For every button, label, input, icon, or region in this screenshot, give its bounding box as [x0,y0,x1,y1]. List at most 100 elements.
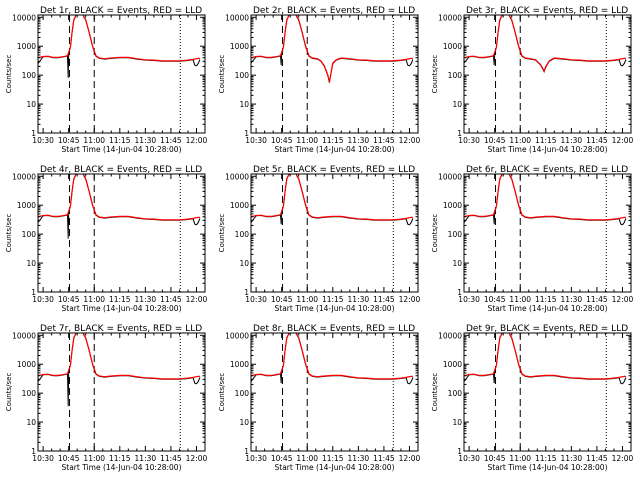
y-tick-label: 100 [235,71,250,80]
x-tick-label: 12:00 [612,295,634,304]
x-tick-label: 10:30 [458,454,480,463]
y-tick-label: 1 [244,447,249,456]
events-series-line [38,333,201,407]
x-tick-label: 10:30 [458,136,480,145]
y-tick-label: 10000 [12,172,36,181]
x-tick-label: 10:30 [458,295,480,304]
x-tick-label: 11:00 [296,295,318,304]
y-axis-label: Counts/sec [5,55,13,94]
y-tick-label: 100 [448,230,463,239]
y-axis-label: Counts/sec [218,373,226,412]
x-tick-label: 11:15 [535,136,557,145]
x-tick-label: 10:45 [484,136,506,145]
y-tick-label: 100 [22,389,37,398]
y-axis-label: Counts/sec [218,55,226,94]
lld-series-line [464,174,626,221]
axes-frame [463,332,632,452]
y-tick-label: 1 [31,288,36,297]
panel-title: Det 3r, BLACK = Events, RED = LLD [466,6,628,16]
x-tick-label: 10:45 [271,295,293,304]
y-tick-label: 100 [22,230,37,239]
x-tick-label: 11:30 [348,136,370,145]
x-tick-label: 10:30 [32,295,54,304]
x-tick-label: 10:45 [58,454,80,463]
x-tick-label: 11:45 [160,454,182,463]
x-tick-label: 11:30 [348,454,370,463]
y-tick-label: 10000 [225,331,249,340]
x-tick-label: 11:00 [509,454,531,463]
x-tick-label: 12:00 [612,454,634,463]
events-series-line [38,15,201,78]
x-tick-label: 12:00 [186,295,208,304]
y-tick-label: 10000 [438,172,462,181]
x-tick-label: 11:45 [586,454,608,463]
x-tick-label: 10:45 [58,295,80,304]
x-tick-label: 11:45 [586,136,608,145]
x-tick-label: 11:15 [109,295,131,304]
axes-frame [37,173,206,293]
x-tick-label: 11:30 [135,136,157,145]
x-tick-label: 12:00 [612,136,634,145]
axes-frame [250,173,419,293]
x-tick-label: 11:15 [322,454,344,463]
y-axis-label: Counts/sec [5,373,13,412]
y-tick-label: 100 [235,230,250,239]
y-tick-label: 1 [244,129,249,138]
x-tick-label: 10:30 [32,136,54,145]
y-tick-label: 1000 [17,201,36,210]
x-tick-label: 12:00 [186,136,208,145]
panel-title: Det 2r, BLACK = Events, RED = LLD [253,6,415,16]
panel-title: Det 1r, BLACK = Events, RED = LLD [40,6,202,16]
x-tick-label: 12:00 [399,136,421,145]
y-tick-label: 1000 [443,42,462,51]
lld-series-line [38,174,200,221]
lld-series-line [464,333,626,380]
y-axis-label: Counts/sec [431,214,439,253]
x-tick-label: 11:15 [322,136,344,145]
panel-det-1: 10:30 10:45 11:00 11:15 11:30 11:45 12:00 1 10 10… [5,6,208,154]
axes-frame [463,173,632,293]
x-axis-label: Start Time (14-Jun-04 10:28:00) [275,463,395,472]
x-tick-label: 11:30 [561,295,583,304]
x-tick-label: 10:45 [58,136,80,145]
x-tick-label: 11:00 [83,136,105,145]
x-tick-label: 10:30 [245,454,267,463]
x-axis-label: Start Time (14-Jun-04 10:28:00) [275,145,395,154]
axes-frame [37,14,206,134]
y-tick-label: 1000 [230,201,249,210]
events-series-line [251,15,414,83]
x-tick-label: 11:30 [348,295,370,304]
axes-frame [463,14,632,134]
y-tick-label: 1 [457,447,462,456]
y-tick-label: 10000 [225,172,249,181]
x-axis-label: Start Time (14-Jun-04 10:28:00) [275,304,395,313]
axes-frame [37,332,206,452]
y-tick-label: 10 [26,100,36,109]
panel-title: Det 9r, BLACK = Events, RED = LLD [466,324,628,334]
y-tick-label: 1 [457,129,462,138]
y-tick-label: 10 [452,100,462,109]
panel-title: Det 8r, BLACK = Events, RED = LLD [253,324,415,334]
y-tick-label: 100 [22,71,37,80]
y-tick-label: 10 [239,100,249,109]
x-tick-label: 11:15 [109,136,131,145]
x-tick-label: 10:45 [271,136,293,145]
axes-frame [250,14,419,134]
lld-series-line [464,15,626,73]
x-tick-label: 12:00 [399,454,421,463]
x-axis-label: Start Time (14-Jun-04 10:28:00) [488,145,608,154]
x-tick-label: 11:00 [296,136,318,145]
x-tick-label: 11:00 [83,295,105,304]
y-tick-label: 10 [452,259,462,268]
x-tick-label: 11:15 [322,295,344,304]
x-axis-label: Start Time (14-Jun-04 10:28:00) [488,304,608,313]
x-axis-label: Start Time (14-Jun-04 10:28:00) [488,463,608,472]
panel-det-6: 10:30 10:45 11:00 11:15 11:30 11:45 12:00 1 10 10… [431,165,634,313]
y-tick-label: 1000 [443,360,462,369]
y-tick-label: 1 [31,129,36,138]
x-tick-label: 10:45 [484,295,506,304]
panel-det-7: 10:30 10:45 11:00 11:15 11:30 11:45 12:00 1 10 10… [5,324,208,472]
events-series-line [464,15,627,74]
panel-det-9: 10:30 10:45 11:00 11:15 11:30 11:45 12:00 1 10 10… [431,324,634,472]
